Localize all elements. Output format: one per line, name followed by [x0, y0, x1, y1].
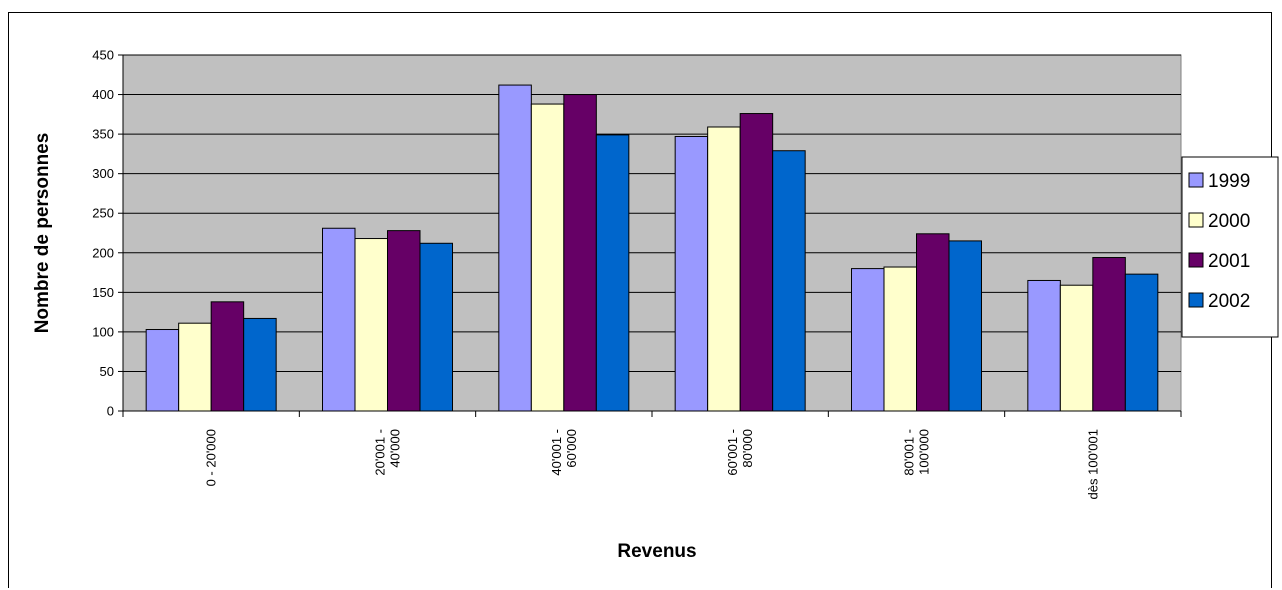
bar-2001	[210, 301, 245, 412]
x-axis-title: Revenus	[617, 541, 696, 562]
bar-2000	[354, 238, 388, 412]
x-tick-label: 40'000	[388, 429, 403, 468]
bar-2002	[948, 240, 982, 412]
legend-swatch-2001	[1188, 252, 1204, 268]
bar-2002	[595, 134, 630, 412]
x-tick-label: dès 100'001	[1085, 429, 1100, 499]
bars	[145, 84, 1159, 412]
gridlines	[123, 54, 1181, 372]
bar-2001	[1092, 257, 1126, 412]
y-tick-label: 300	[92, 166, 114, 181]
legend-swatch-2002	[1188, 292, 1204, 308]
bar-2001	[563, 94, 597, 412]
legend-label-2000: 2000	[1208, 211, 1250, 232]
x-tick-label: 80'001 -	[902, 429, 917, 476]
x-tick-label: 20'001 -	[373, 429, 388, 476]
y-tick-label: 0	[107, 404, 114, 419]
legend-label-2002: 2002	[1208, 291, 1250, 312]
legend-label-2001: 2001	[1208, 251, 1250, 272]
y-tick-label: 50	[100, 364, 114, 379]
bar-2000	[1059, 284, 1094, 412]
x-tick-label: 60'001 -	[725, 429, 740, 476]
plot-area	[122, 54, 1182, 412]
bar-1999	[498, 84, 532, 412]
y-tick-label: 150	[92, 285, 114, 300]
y-tick-labels: 0 50 100 150 200 250 300 350 400 450	[92, 48, 114, 419]
legend-swatch-2000	[1188, 212, 1204, 228]
bar-1999	[674, 135, 709, 412]
bar-2001	[739, 113, 774, 412]
bar-2002	[243, 317, 277, 412]
bar-2002	[419, 242, 453, 412]
x-tick-label: 100'000	[917, 429, 932, 475]
y-axis-title: Nombre de personnes	[32, 133, 53, 334]
bar-2000	[707, 126, 741, 412]
bar-2001	[916, 233, 950, 412]
bar-1999	[145, 329, 180, 412]
legend: 1999 2000 2001 2002	[1181, 156, 1279, 338]
bar-2000	[178, 322, 212, 412]
bar-1999	[851, 268, 885, 412]
bar-2000	[883, 266, 917, 412]
bar-2001	[387, 230, 421, 412]
bar-2002	[1124, 273, 1159, 412]
x-tick-label: 60'000	[564, 429, 579, 468]
x-tick-label: 0 - 20'000	[204, 429, 219, 486]
x-tick-labels: 0 - 20'000 20'001 -40'000 40'001 -60'000 60…	[204, 429, 1101, 499]
x-tick-label: 80'000	[740, 429, 755, 468]
legend-swatch-1999	[1188, 172, 1204, 188]
y-tick-label: 250	[92, 206, 114, 221]
y-tick-label: 450	[92, 48, 114, 63]
y-tick-label: 350	[92, 127, 114, 142]
bar-1999	[1027, 279, 1061, 412]
y-tick-label: 100	[92, 324, 114, 339]
bar-2002	[772, 150, 806, 412]
y-tick-label: 400	[92, 87, 114, 102]
bar-1999	[322, 227, 356, 412]
bar-2000	[530, 103, 565, 412]
axes	[118, 54, 1182, 417]
legend-label-1999: 1999	[1208, 171, 1250, 192]
x-tick-label: 40'001 -	[549, 429, 564, 476]
y-tick-label: 200	[92, 245, 114, 260]
